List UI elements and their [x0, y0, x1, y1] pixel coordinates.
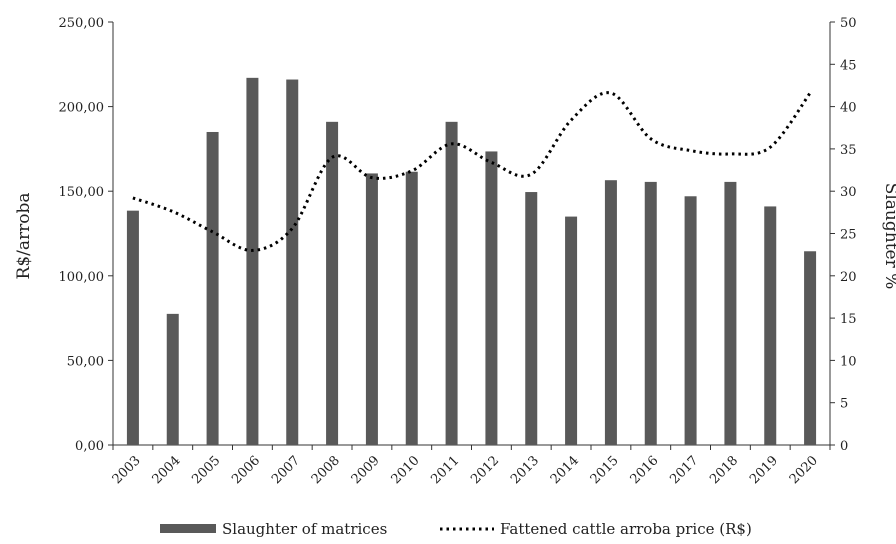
legend: Slaughter of matrices Fattened cattle ar…	[160, 520, 752, 538]
legend-bar-swatch	[160, 524, 216, 533]
bar	[764, 206, 777, 445]
x-tick-label: 2020	[787, 453, 821, 487]
bar	[365, 173, 378, 445]
x-tick-label: 2007	[269, 453, 303, 487]
x-tick-label: 2004	[150, 453, 184, 487]
y-right-tick-label: 20	[840, 270, 857, 285]
bar	[166, 313, 179, 445]
x-tick-label: 2009	[349, 453, 383, 487]
y-axis-right-title: Slaughter %	[881, 183, 896, 290]
y-right-tick-label: 35	[840, 143, 857, 158]
x-tick-label: 2013	[508, 453, 542, 487]
x-tick-label: 2017	[667, 453, 701, 487]
y-right-tick-label: 10	[840, 354, 857, 369]
bar	[126, 210, 139, 445]
bar	[644, 181, 657, 446]
y-right-tick-label: 0	[840, 439, 848, 454]
price-line	[132, 91, 812, 252]
y-axis-left-title: R$/arroba	[14, 193, 34, 280]
y-left-tick-label: 0,00	[75, 439, 104, 454]
bar	[485, 151, 498, 446]
x-tick-label: 2015	[588, 453, 622, 487]
x-tick-label: 2010	[389, 453, 423, 487]
legend-line-label: Fattened cattle arroba price (R$)	[500, 520, 752, 538]
bar	[246, 77, 259, 445]
y-left-tick-label: 150,00	[59, 185, 105, 200]
bar	[604, 180, 617, 445]
y-right-tick-label: 40	[840, 101, 857, 116]
x-tick-label: 2018	[707, 453, 741, 487]
bar	[684, 196, 697, 445]
plot-area: 0,00 50,00 100,00 150,00 200,00 250,00 0 5 10 15 2…	[59, 16, 857, 487]
bar	[525, 192, 538, 445]
legend-bar-label: Slaughter of matrices	[222, 520, 387, 538]
y-right-tick-label: 25	[840, 228, 857, 243]
x-tick-label: 2014	[548, 453, 582, 487]
y-left-tick-label: 100,00	[59, 270, 105, 285]
bar	[565, 216, 578, 445]
x-tick-label: 2003	[110, 453, 144, 487]
x-tick-label: 2016	[628, 453, 662, 487]
y-right-tick-label: 5	[840, 397, 848, 412]
bar	[445, 121, 458, 445]
y-left-tick-label: 200,00	[59, 101, 105, 116]
bar	[804, 251, 817, 445]
x-tick-label: 2019	[747, 453, 781, 487]
bar	[326, 121, 339, 445]
y-left-tick-label: 250,00	[59, 16, 105, 31]
x-tick-label: 2012	[468, 453, 502, 487]
x-tick-label: 2006	[229, 453, 263, 487]
bar	[405, 171, 418, 445]
x-tick-label: 2011	[428, 453, 462, 487]
y-right-tick-label: 15	[840, 312, 857, 327]
x-tick-label: 2008	[309, 453, 343, 487]
y-right-tick-label: 30	[840, 185, 857, 200]
y-right-tick-label: 50	[840, 16, 857, 31]
bar	[286, 79, 299, 445]
y-left-tick-label: 50,00	[67, 354, 104, 369]
bar	[724, 181, 737, 446]
y-right-tick-label: 45	[840, 58, 857, 73]
bar	[206, 131, 219, 446]
x-tick-label: 2005	[189, 453, 223, 487]
